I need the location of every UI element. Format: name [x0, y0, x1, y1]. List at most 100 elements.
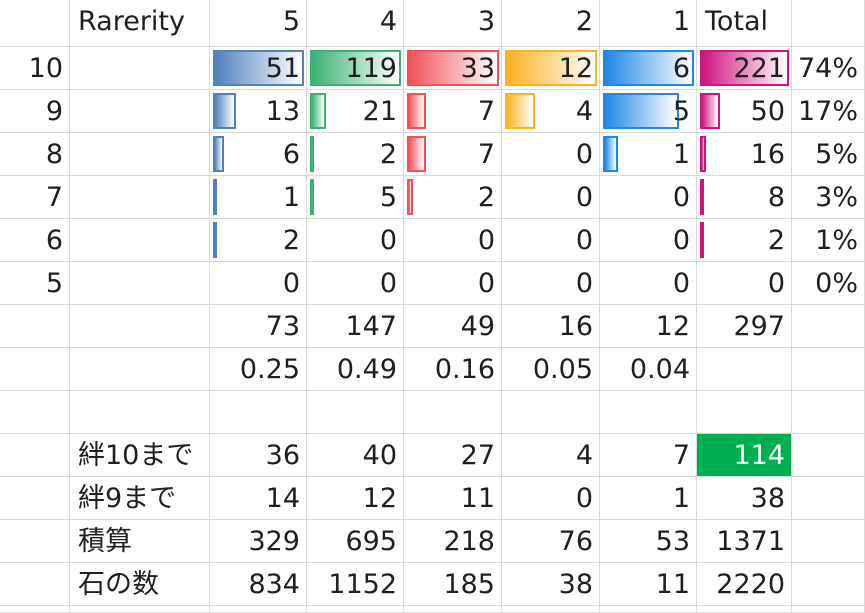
- value-cell[interactable]: 0: [502, 219, 600, 262]
- value-cell[interactable]: 12: [502, 47, 600, 90]
- value-cell[interactable]: 5: [600, 90, 697, 133]
- value-cell[interactable]: 0: [600, 262, 697, 305]
- header-rarity-1[interactable]: 1: [600, 0, 697, 47]
- value-cell[interactable]: 6: [210, 133, 307, 176]
- empty-cell[interactable]: [0, 434, 70, 477]
- total-cell[interactable]: 50: [697, 90, 792, 133]
- empty-cell[interactable]: [70, 262, 210, 305]
- percent-cell[interactable]: 74%: [792, 47, 865, 90]
- percent-cell[interactable]: 3%: [792, 176, 865, 219]
- value-cell[interactable]: 0: [404, 219, 502, 262]
- empty-cell[interactable]: [0, 477, 70, 520]
- empty-cell[interactable]: [307, 606, 404, 613]
- empty-cell[interactable]: [210, 606, 307, 613]
- header-total[interactable]: Total: [697, 0, 792, 47]
- empty-cell[interactable]: [70, 219, 210, 262]
- summary-cell[interactable]: 14: [210, 477, 307, 520]
- empty-cell[interactable]: [792, 348, 865, 391]
- empty-cell[interactable]: [70, 133, 210, 176]
- empty-cell[interactable]: [70, 606, 210, 613]
- value-cell[interactable]: 7: [404, 90, 502, 133]
- summary-cell[interactable]: 1: [600, 477, 697, 520]
- summary-cell[interactable]: 27: [404, 434, 502, 477]
- sum-cell[interactable]: 147: [307, 305, 404, 348]
- value-cell[interactable]: 4: [502, 90, 600, 133]
- summary-total-cell[interactable]: 1371: [697, 520, 792, 563]
- value-cell[interactable]: 0: [307, 262, 404, 305]
- header-rarity-label[interactable]: Rarerity: [70, 0, 210, 47]
- value-cell[interactable]: 0: [404, 262, 502, 305]
- value-cell[interactable]: 2: [210, 219, 307, 262]
- value-cell[interactable]: 13: [210, 90, 307, 133]
- summary-cell[interactable]: 185: [404, 563, 502, 606]
- summary-total-cell[interactable]: 114: [697, 434, 792, 477]
- empty-cell[interactable]: [697, 606, 792, 613]
- total-cell[interactable]: 16: [697, 133, 792, 176]
- total-cell[interactable]: 2: [697, 219, 792, 262]
- empty-cell[interactable]: [792, 434, 865, 477]
- summary-label[interactable]: 絆9まで: [70, 477, 210, 520]
- summary-cell[interactable]: 53: [600, 520, 697, 563]
- summary-cell[interactable]: 4: [502, 434, 600, 477]
- empty-cell[interactable]: [792, 391, 865, 434]
- value-cell[interactable]: 33: [404, 47, 502, 90]
- value-cell[interactable]: 5: [307, 176, 404, 219]
- ratio-cell[interactable]: 0.05: [502, 348, 600, 391]
- summary-cell[interactable]: 40: [307, 434, 404, 477]
- percent-cell[interactable]: 5%: [792, 133, 865, 176]
- value-cell[interactable]: 1: [600, 133, 697, 176]
- row-key[interactable]: 10: [0, 47, 70, 90]
- row-key[interactable]: 8: [0, 133, 70, 176]
- empty-cell[interactable]: [697, 391, 792, 434]
- empty-cell[interactable]: [792, 477, 865, 520]
- sum-cell[interactable]: 49: [404, 305, 502, 348]
- summary-cell[interactable]: 76: [502, 520, 600, 563]
- value-cell[interactable]: 0: [502, 262, 600, 305]
- empty-cell[interactable]: [792, 606, 865, 613]
- ratio-cell[interactable]: 0.25: [210, 348, 307, 391]
- empty-cell[interactable]: [70, 391, 210, 434]
- empty-cell[interactable]: [307, 391, 404, 434]
- percent-cell[interactable]: 1%: [792, 219, 865, 262]
- total-cell[interactable]: 8: [697, 176, 792, 219]
- empty-cell[interactable]: [792, 563, 865, 606]
- empty-cell[interactable]: [0, 520, 70, 563]
- summary-cell[interactable]: 38: [502, 563, 600, 606]
- value-cell[interactable]: 0: [502, 176, 600, 219]
- value-cell[interactable]: 2: [404, 176, 502, 219]
- summary-cell[interactable]: 218: [404, 520, 502, 563]
- ratio-cell[interactable]: 0.04: [600, 348, 697, 391]
- empty-cell[interactable]: [792, 305, 865, 348]
- empty-cell[interactable]: [70, 90, 210, 133]
- empty-cell[interactable]: [404, 606, 502, 613]
- empty-cell[interactable]: [502, 391, 600, 434]
- summary-cell[interactable]: 1152: [307, 563, 404, 606]
- sum-cell[interactable]: 12: [600, 305, 697, 348]
- empty-cell[interactable]: [70, 47, 210, 90]
- total-cell[interactable]: 0: [697, 262, 792, 305]
- summary-cell[interactable]: 329: [210, 520, 307, 563]
- ratio-cell[interactable]: 0.49: [307, 348, 404, 391]
- percent-cell[interactable]: 17%: [792, 90, 865, 133]
- summary-cell[interactable]: 695: [307, 520, 404, 563]
- summary-total-cell[interactable]: 38: [697, 477, 792, 520]
- summary-total-cell[interactable]: 2220: [697, 563, 792, 606]
- value-cell[interactable]: 51: [210, 47, 307, 90]
- sum-cell[interactable]: 73: [210, 305, 307, 348]
- summary-cell[interactable]: 7: [600, 434, 697, 477]
- empty-cell[interactable]: [0, 391, 70, 434]
- summary-cell[interactable]: 0: [502, 477, 600, 520]
- empty-cell[interactable]: [502, 606, 600, 613]
- row-key[interactable]: 5: [0, 262, 70, 305]
- header-rarity-2[interactable]: 2: [502, 0, 600, 47]
- summary-label[interactable]: 石の数: [70, 563, 210, 606]
- header-rarity-4[interactable]: 4: [307, 0, 404, 47]
- empty-cell[interactable]: [0, 0, 70, 47]
- sum-total-cell[interactable]: 297: [697, 305, 792, 348]
- row-key[interactable]: 7: [0, 176, 70, 219]
- value-cell[interactable]: 21: [307, 90, 404, 133]
- empty-cell[interactable]: [600, 606, 697, 613]
- value-cell[interactable]: 0: [600, 219, 697, 262]
- total-cell[interactable]: 221: [697, 47, 792, 90]
- summary-cell[interactable]: 36: [210, 434, 307, 477]
